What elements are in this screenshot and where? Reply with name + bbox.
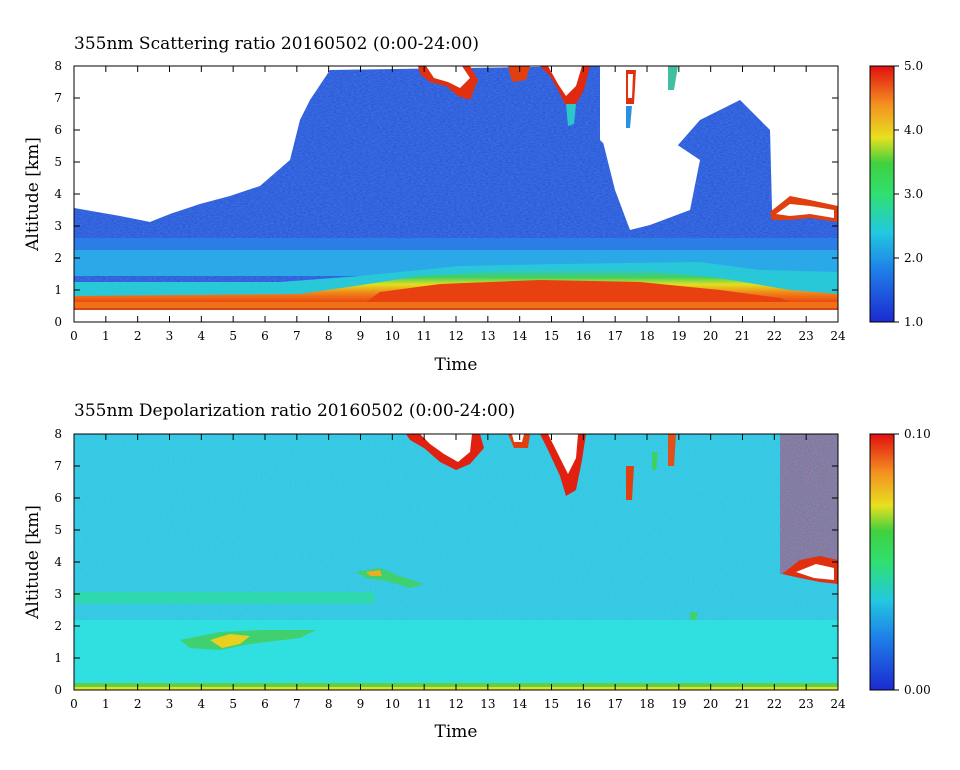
y-tick-label: 8 (54, 427, 62, 441)
y-tick-label: 4 (54, 555, 62, 569)
x-tick-label: 8 (325, 697, 333, 711)
x-tick-label: 11 (417, 697, 432, 711)
x-tick-label: 19 (671, 697, 686, 711)
x-tick-label: 8 (325, 329, 333, 343)
x-tick-label: 14 (512, 697, 528, 711)
x-tick-label: 22 (767, 697, 782, 711)
depolarization-x-axis: 0 1 2 3 4 5 6 7 8 9 10 11 12 13 14 15 16 17 18 19 20 21 22 23 24 (70, 434, 846, 711)
colorbar-tick-label: 5.0 (904, 59, 923, 73)
x-tick-label: 22 (767, 329, 782, 343)
colorbar-tick-label: 4.0 (904, 123, 923, 137)
scattering-heatmap (74, 66, 838, 322)
depolarization-y-axis: 0 1 2 3 4 5 6 7 8 (54, 427, 838, 697)
x-tick-label: 3 (166, 697, 174, 711)
x-tick-label: 24 (830, 697, 846, 711)
x-tick-label: 21 (735, 329, 750, 343)
x-tick-label: 7 (293, 329, 301, 343)
scattering-ylabel: Altitude [km] (23, 137, 43, 252)
scattering-y-axis: 0 1 2 3 4 5 6 7 8 (54, 59, 838, 329)
x-tick-label: 9 (357, 329, 365, 343)
x-tick-label: 0 (70, 697, 78, 711)
scattering-colorbar-ticks: 1.0 2.0 3.0 4.0 5.0 (894, 59, 923, 329)
x-tick-label: 14 (512, 329, 528, 343)
x-tick-label: 24 (830, 329, 846, 343)
x-tick-label: 15 (544, 697, 559, 711)
x-tick-label: 12 (448, 329, 463, 343)
y-tick-label: 7 (54, 459, 62, 473)
x-tick-label: 23 (799, 329, 814, 343)
x-tick-label: 17 (608, 329, 623, 343)
x-tick-label: 10 (385, 697, 400, 711)
y-tick-label: 2 (54, 251, 62, 265)
colorbar-tick-label: 1.0 (904, 315, 923, 329)
depolarization-ylabel: Altitude [km] (23, 505, 43, 620)
y-tick-label: 7 (54, 91, 62, 105)
colorbar-tick-label: 3.0 (904, 187, 923, 201)
y-tick-label: 6 (54, 123, 62, 137)
x-tick-label: 18 (639, 697, 654, 711)
y-tick-label: 1 (54, 283, 62, 297)
y-tick-label: 5 (54, 523, 62, 537)
x-tick-label: 1 (102, 697, 110, 711)
depolarization-ratio-panel: 355nm Depolarization ratio 20160502 (0:0… (23, 401, 931, 742)
x-tick-label: 21 (735, 697, 750, 711)
y-tick-label: 0 (54, 683, 62, 697)
y-tick-label: 3 (54, 587, 62, 601)
x-tick-label: 12 (448, 697, 463, 711)
y-tick-label: 1 (54, 651, 62, 665)
y-tick-label: 4 (54, 187, 62, 201)
x-tick-label: 9 (357, 697, 365, 711)
scattering-xlabel: Time (435, 355, 478, 375)
x-tick-label: 13 (480, 697, 495, 711)
x-tick-label: 20 (703, 329, 718, 343)
depolarization-xlabel: Time (435, 722, 478, 742)
depolarization-colorbar (869, 433, 895, 691)
x-tick-label: 17 (608, 697, 623, 711)
y-tick-label: 2 (54, 619, 62, 633)
colorbar-tick-label: 0.00 (904, 683, 931, 697)
x-tick-label: 15 (544, 329, 559, 343)
y-tick-label: 3 (54, 219, 62, 233)
depolarization-heatmap (74, 434, 838, 690)
x-tick-label: 23 (799, 697, 814, 711)
x-tick-label: 16 (576, 697, 591, 711)
x-tick-label: 5 (229, 329, 237, 343)
x-tick-label: 13 (480, 329, 495, 343)
x-tick-label: 16 (576, 329, 591, 343)
scattering-x-axis: 0 1 2 3 4 5 6 7 8 9 10 11 12 13 14 15 16 17 18 19 20 21 22 23 24 (70, 66, 846, 343)
x-tick-label: 0 (70, 329, 78, 343)
depolarization-title: 355nm Depolarization ratio 20160502 (0:0… (74, 401, 515, 421)
y-tick-label: 6 (54, 491, 62, 505)
scattering-colorbar (869, 65, 895, 323)
scattering-ratio-panel: 355nm Scattering ratio 20160502 (0:00-24… (23, 34, 923, 375)
x-tick-label: 6 (261, 329, 269, 343)
y-tick-label: 5 (54, 155, 62, 169)
x-tick-label: 6 (261, 697, 269, 711)
x-tick-label: 2 (134, 329, 142, 343)
colorbar-tick-label: 2.0 (904, 251, 923, 265)
x-tick-label: 5 (229, 697, 237, 711)
colorbar-tick-label: 0.10 (904, 427, 931, 441)
depolarization-colorbar-ticks: 0.00 0.10 (894, 427, 931, 697)
x-tick-label: 18 (639, 329, 654, 343)
x-tick-label: 2 (134, 697, 142, 711)
y-tick-label: 8 (54, 59, 62, 73)
x-tick-label: 4 (198, 329, 206, 343)
x-tick-label: 20 (703, 697, 718, 711)
x-tick-label: 4 (198, 697, 206, 711)
x-tick-label: 19 (671, 329, 686, 343)
scattering-title: 355nm Scattering ratio 20160502 (0:00-24… (74, 34, 479, 54)
y-tick-label: 0 (54, 315, 62, 329)
x-tick-label: 7 (293, 697, 301, 711)
x-tick-label: 3 (166, 329, 174, 343)
x-tick-label: 11 (417, 329, 432, 343)
x-tick-label: 10 (385, 329, 400, 343)
x-tick-label: 1 (102, 329, 110, 343)
